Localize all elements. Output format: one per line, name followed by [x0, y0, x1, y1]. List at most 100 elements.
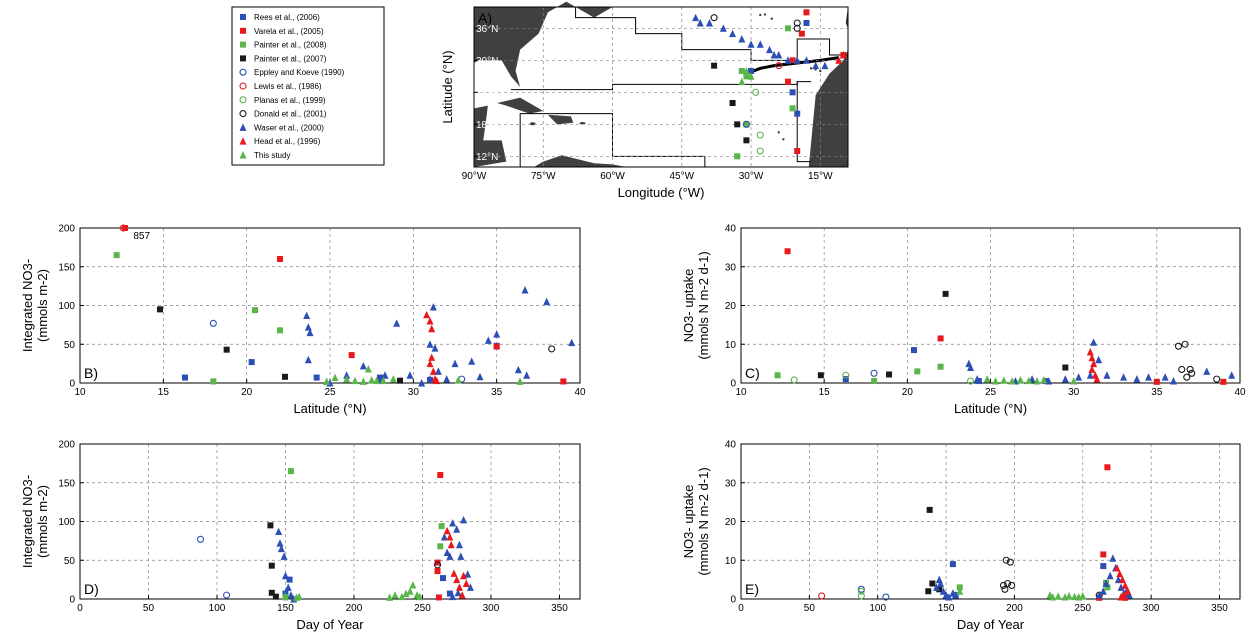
- x-tick-label: 10: [74, 387, 86, 398]
- data-point: [1095, 591, 1103, 599]
- data-point: [286, 576, 293, 583]
- x-tick-label: 200: [346, 603, 363, 614]
- data-point: [1117, 593, 1125, 601]
- data-point: [882, 593, 890, 601]
- x-tick-label: 100: [209, 603, 226, 614]
- island: [819, 69, 822, 73]
- data-point: [937, 579, 945, 587]
- panel-A: 90°W 75°W 60°W 45°W 30°W 15°W 12°N 18°N 24°N 30°N…: [440, 1, 849, 200]
- data-point: [1113, 564, 1121, 572]
- data-point: [446, 552, 454, 560]
- data-point: [210, 378, 217, 385]
- data-point: [398, 592, 406, 601]
- data-point: [1104, 464, 1111, 471]
- data-point: [276, 539, 284, 547]
- data-point: [793, 19, 801, 27]
- data-point: [756, 131, 764, 139]
- data-point: [433, 561, 442, 569]
- legend-label: Painter et al., (2008): [254, 41, 327, 50]
- legend-marker: [239, 151, 247, 159]
- data-point: [275, 527, 283, 536]
- data-point: [416, 592, 424, 601]
- data-point: [1086, 371, 1094, 379]
- x-tick-label: 15°W: [808, 171, 833, 182]
- data-point: [1125, 591, 1133, 599]
- data-point: [1213, 375, 1221, 383]
- x-tick-label: 250: [1074, 603, 1091, 614]
- data-point: [1001, 585, 1009, 593]
- y-tick-label: 36°N: [476, 24, 498, 35]
- x-tick-label: 35: [491, 387, 503, 398]
- data-point: [223, 346, 230, 353]
- data-point: [1181, 340, 1189, 348]
- data-point: [331, 373, 339, 382]
- land-masses: [474, 1, 848, 167]
- data-point: [1100, 551, 1107, 558]
- data-point: [426, 359, 434, 368]
- legend-marker: [240, 14, 246, 20]
- y-tick-label: 20: [725, 517, 737, 528]
- data-point: [313, 374, 320, 381]
- data-point: [157, 306, 163, 313]
- data-point: [939, 587, 947, 595]
- data-point: [426, 317, 434, 325]
- data-point: [460, 571, 468, 580]
- data-point: [1220, 378, 1227, 385]
- data-point: [434, 367, 442, 375]
- data-point: [742, 120, 750, 128]
- legend-label: Head et al., (1996): [254, 137, 321, 146]
- data-point: [794, 148, 801, 154]
- data-point: [493, 330, 501, 338]
- data-point: [1203, 367, 1211, 375]
- x-tick-label: 40: [574, 387, 586, 398]
- data-point: [937, 335, 944, 342]
- x-tick-label: 40: [1234, 387, 1246, 398]
- panel-label: A): [478, 10, 492, 26]
- data-point: [784, 248, 791, 255]
- data-point: [1161, 373, 1169, 381]
- data-point: [775, 62, 783, 70]
- x-axis-label: Day of Year: [296, 617, 364, 632]
- data-point: [453, 525, 461, 533]
- island: [770, 17, 774, 20]
- legend-marker: [239, 82, 247, 90]
- data-point: [798, 30, 805, 37]
- data-points: [196, 468, 474, 603]
- data-point: [446, 590, 453, 597]
- data-point: [926, 506, 933, 513]
- data-point: [323, 377, 331, 385]
- legend-label: Varela et al., (2005): [254, 27, 324, 36]
- data-point: [406, 371, 414, 379]
- x-tick-label: 350: [551, 603, 568, 614]
- x-tick-label: 20: [241, 387, 253, 398]
- data-point: [440, 575, 447, 582]
- data-point: [789, 89, 796, 96]
- y-tick-label: 150: [58, 262, 75, 273]
- data-point: [949, 561, 956, 568]
- data-point: [711, 62, 718, 69]
- data-point: [1006, 558, 1014, 566]
- data-point: [447, 540, 455, 549]
- data-point: [956, 587, 964, 595]
- y-tick-label: 12°N: [476, 152, 498, 163]
- data-point: [747, 40, 755, 48]
- data-point: [784, 56, 792, 64]
- data-point: [196, 535, 205, 543]
- y-axis-label: NO3- uptake: [681, 269, 696, 343]
- data-point: [952, 591, 960, 599]
- island: [809, 67, 813, 70]
- y-tick-label: 150: [58, 478, 75, 489]
- data-point: [437, 543, 444, 550]
- x-tick-label: 20: [902, 387, 914, 398]
- data-point: [223, 591, 231, 599]
- data-point: [431, 344, 439, 352]
- land-shape: [474, 105, 507, 167]
- x-tick-label: 150: [938, 603, 955, 614]
- legend-marker: [239, 110, 247, 118]
- data-point: [433, 376, 441, 385]
- data-points: [692, 9, 847, 160]
- data-point: [455, 583, 463, 591]
- data-point: [119, 224, 127, 232]
- data-point: [1188, 369, 1196, 377]
